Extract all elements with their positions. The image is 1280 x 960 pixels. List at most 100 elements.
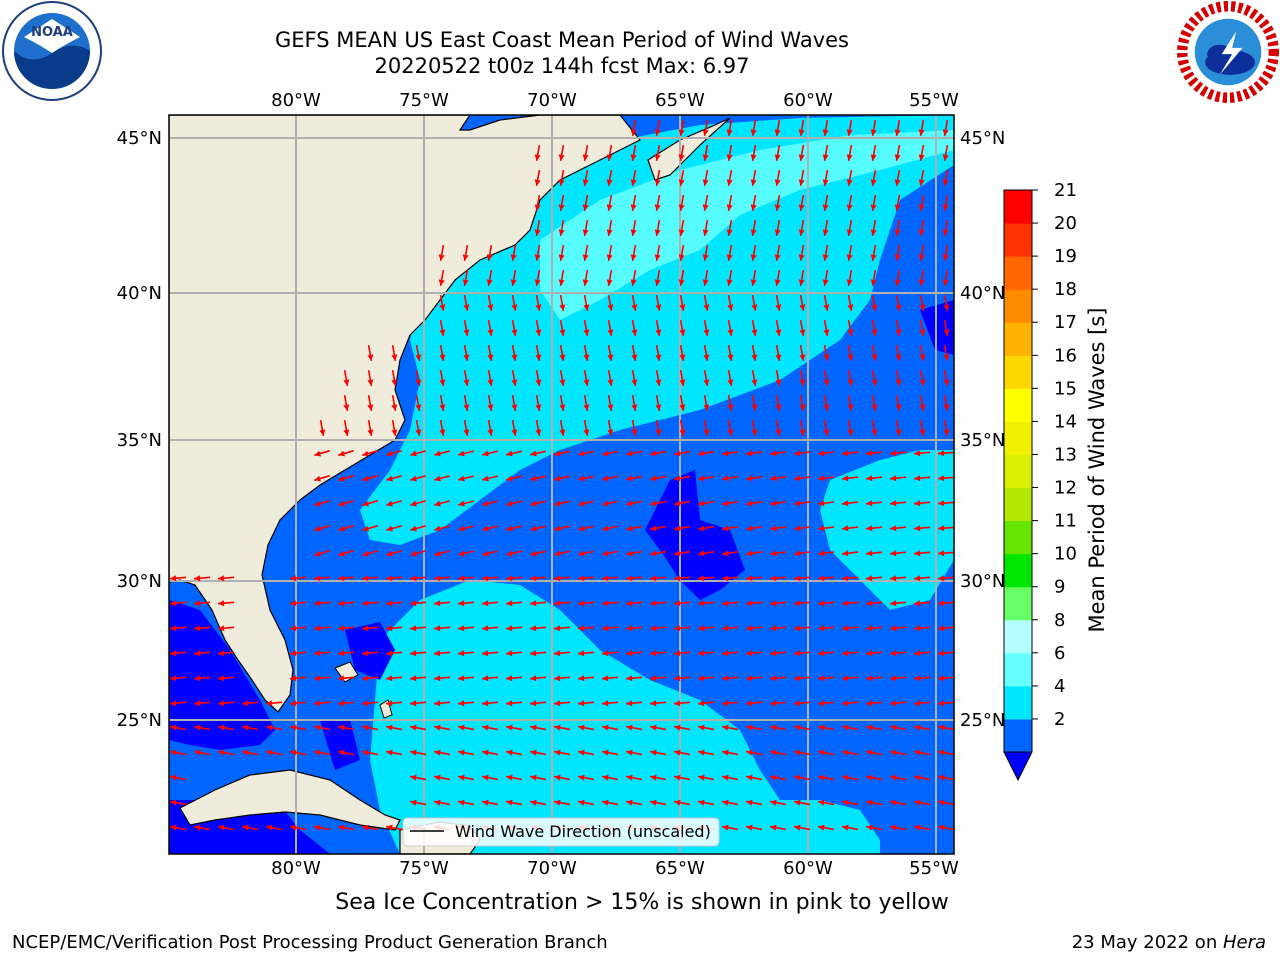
wind-wave-arrowhead (674, 600, 681, 607)
wind-wave-arrowhead (871, 429, 878, 436)
wind-wave-arrowhead (582, 229, 589, 236)
wind-wave-arrowhead (439, 404, 446, 411)
wind-wave-arrowhead (631, 304, 638, 311)
wind-wave-arrowhead (506, 650, 513, 657)
wind-wave-arrowhead (482, 799, 489, 806)
wind-wave-arrowhead (410, 525, 417, 532)
wind-wave-arrowhead (774, 204, 781, 211)
wind-wave-arrowhead (362, 650, 369, 657)
wind-wave-arrowhead (534, 254, 541, 261)
wind-wave-arrowhead (487, 354, 494, 361)
wind-wave-arrowhead (578, 724, 585, 731)
wind-wave-arrowhead (894, 129, 901, 136)
wind-wave-arrowhead (770, 700, 777, 707)
wind-wave-arrowhead (866, 749, 873, 756)
lon-label-bottom: 70°W (527, 858, 577, 879)
wind-wave-arrowhead (650, 525, 657, 532)
wind-wave-arrowhead (871, 379, 878, 386)
wind-wave-arrowhead (602, 650, 609, 657)
wind-wave-arrowhead (938, 625, 945, 632)
wind-wave-arrowhead (870, 129, 877, 136)
lat-labels-left: 45°N 40°N 35°N 30°N 25°N (117, 128, 162, 731)
lon-label-bottom: 60°W (783, 858, 833, 879)
wind-wave-arrowhead (938, 650, 945, 657)
wind-wave-arrowhead (798, 229, 805, 236)
wind-wave-arrowhead (895, 404, 902, 411)
wind-wave-arrowhead (482, 724, 489, 731)
wind-wave-arrowhead (558, 229, 565, 236)
wind-wave-arrowhead (558, 204, 565, 211)
wind-wave-arrowhead (823, 404, 830, 411)
wind-wave-arrowhead (607, 429, 614, 436)
wind-wave-arrowhead (535, 354, 542, 361)
wind-wave-arrowhead (794, 525, 801, 532)
wind-wave-arrowhead (847, 304, 854, 311)
wind-wave-arrowhead (794, 475, 801, 482)
wind-wave-arrowhead (770, 774, 777, 781)
wind-wave-arrowhead (606, 154, 613, 161)
wind-wave-arrowhead (846, 279, 853, 286)
wind-wave-arrowhead (818, 724, 825, 731)
wind-wave-arrowhead (607, 379, 614, 386)
colorbar-segment (1004, 619, 1032, 654)
wind-wave-arrowhead (218, 724, 225, 731)
wind-wave-arrowhead (367, 404, 374, 411)
wind-wave-arrowhead (602, 675, 609, 682)
wind-wave-arrowhead (266, 700, 273, 707)
wind-wave-arrowhead (458, 774, 465, 781)
wind-wave-arrowhead (751, 304, 758, 311)
wind-wave-arrowhead (818, 700, 825, 707)
wind-wave-arrowhead (822, 154, 829, 161)
wind-wave-arrowhead (626, 700, 633, 707)
lon-label-top: 75°W (399, 90, 449, 111)
wind-wave-arrowhead (919, 354, 926, 361)
wind-wave-arrowhead (847, 354, 854, 361)
wind-wave-arrowhead (530, 625, 537, 632)
wind-wave-arrowhead (895, 329, 902, 336)
wind-wave-arrowhead (702, 229, 709, 236)
wind-wave-arrowhead (818, 500, 825, 507)
wind-wave-arrowhead (674, 475, 681, 482)
wind-wave-arrowhead (314, 625, 321, 632)
wind-wave-arrowhead (583, 404, 590, 411)
wind-wave-arrowhead (314, 724, 321, 731)
wind-wave-arrowhead (726, 254, 733, 261)
wind-wave-arrowhead (746, 600, 753, 607)
wind-wave-arrowhead (578, 749, 585, 756)
wind-wave-arrowhead (919, 404, 926, 411)
wind-wave-arrowhead (775, 429, 782, 436)
wind-wave-arrowhead (822, 204, 829, 211)
wind-wave-arrowhead (674, 625, 681, 632)
wind-wave-arrowhead (890, 824, 897, 831)
wind-wave-arrowhead (218, 700, 225, 707)
wind-wave-arrowhead (822, 279, 829, 286)
wind-wave-arrowhead (630, 179, 637, 186)
wind-wave-arrowhead (578, 625, 585, 632)
wind-wave-arrowhead (698, 700, 705, 707)
wind-wave-arrowhead (698, 650, 705, 657)
wind-wave-arrowhead (722, 625, 729, 632)
wind-wave-arrowhead (463, 304, 470, 311)
wind-wave-arrowhead (678, 154, 685, 161)
wind-wave-arrowhead (679, 304, 686, 311)
wind-wave-arrowhead (482, 625, 489, 632)
wind-wave-arrowhead (386, 450, 393, 457)
chart-subtitle: 20220522 t00z 144h fcst Max: 6.97 (374, 54, 750, 78)
wind-wave-arrowhead (434, 749, 441, 756)
wind-wave-arrowhead (626, 600, 633, 607)
wind-wave-arrowhead (386, 625, 393, 632)
wind-wave-arrowhead (870, 179, 877, 186)
wind-wave-arrowhead (582, 204, 589, 211)
wind-wave-arrowhead (866, 625, 873, 632)
wind-wave-arrowhead (846, 229, 853, 236)
wind-wave-arrowhead (386, 724, 393, 731)
wind-wave-arrowhead (386, 700, 393, 707)
wind-wave-arrowhead (751, 379, 758, 386)
wind-wave-arrowhead (650, 724, 657, 731)
colorbar-segment (1004, 652, 1032, 687)
wind-wave-arrowhead (266, 724, 273, 731)
wind-wave-arrows (169, 119, 954, 831)
wind-wave-arrowhead (890, 724, 897, 731)
wind-wave-arrowhead (938, 675, 945, 682)
wind-wave-arrowhead (458, 700, 465, 707)
